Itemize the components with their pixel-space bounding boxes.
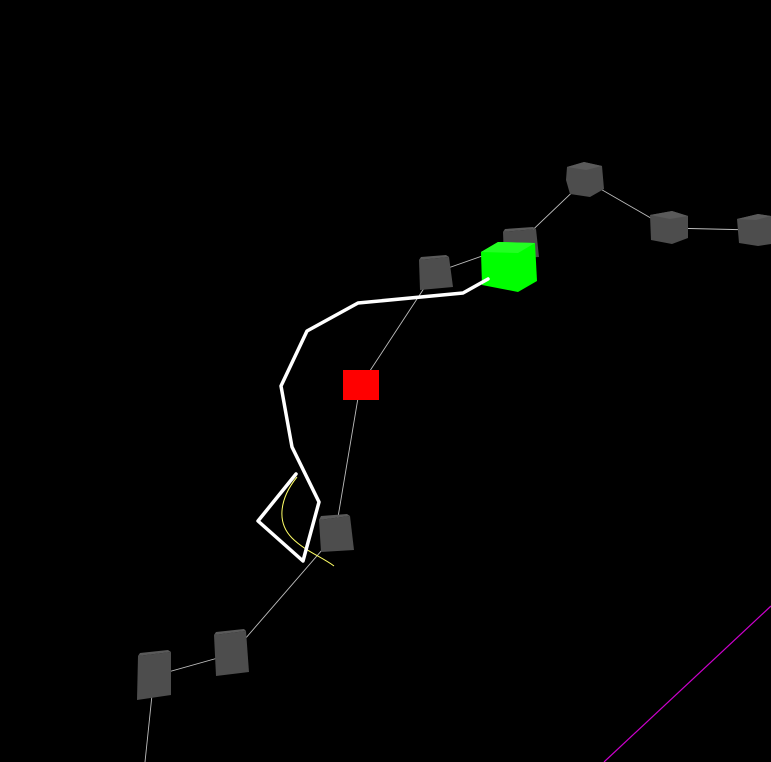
waypoint-cube-1 bbox=[137, 650, 171, 700]
waypoint-cube-4 bbox=[419, 255, 453, 290]
waypoint-cube-8 bbox=[737, 214, 771, 246]
agent-trajectory bbox=[256, 277, 490, 563]
predicted-arc bbox=[281, 476, 335, 567]
current-target-cube bbox=[343, 370, 379, 400]
waypoint-cube-7 bbox=[650, 211, 688, 244]
goal-cube bbox=[481, 242, 537, 292]
waypoint-connector-line bbox=[144, 179, 755, 762]
waypoint-cube-2 bbox=[214, 629, 249, 676]
waypoint-cube-6 bbox=[566, 162, 604, 197]
waypoint-cube-3 bbox=[319, 514, 354, 552]
boundary-line bbox=[603, 605, 771, 762]
